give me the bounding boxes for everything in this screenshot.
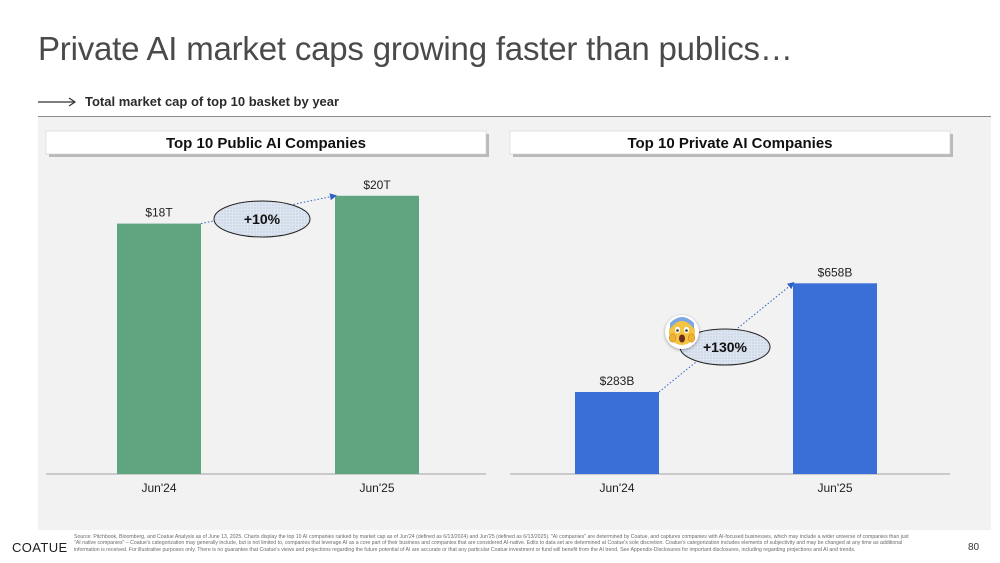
- chart-title: Top 10 Public AI Companies: [166, 135, 366, 152]
- subtitle-row: Total market cap of top 10 basket by yea…: [38, 93, 988, 113]
- growth-connector: [658, 282, 795, 393]
- category-label: Jun'25: [360, 481, 395, 495]
- bar-jun25: [335, 195, 419, 474]
- growth-label: +130%: [703, 339, 748, 355]
- data-label: $18T: [145, 206, 173, 220]
- bar-jun24: [117, 223, 201, 474]
- subtitle-rule: [38, 116, 991, 117]
- data-label: $283B: [600, 374, 635, 388]
- slide-title: Private AI market caps growing faster th…: [38, 30, 793, 67]
- charts-canvas: Top 10 Public AI Companies $18T Jun'24 $20T…: [45, 130, 953, 495]
- growth-bubble: [213, 200, 311, 238]
- coatue-logo: COATUE: [12, 540, 68, 555]
- category-label: Jun'25: [818, 481, 853, 495]
- chart-title-box: [509, 130, 951, 155]
- slide-subtitle: Total market cap of top 10 basket by yea…: [85, 94, 340, 109]
- chart-title-box: [45, 130, 487, 155]
- chart-panel-area: Top 10 Public AI Companies $18T Jun'24 $20T…: [38, 117, 991, 530]
- data-label: $658B: [818, 265, 853, 279]
- growth-label: +10%: [244, 211, 281, 227]
- category-label: Jun'24: [142, 481, 177, 495]
- data-label: $20T: [363, 178, 391, 192]
- right-arrow-icon: [38, 97, 77, 107]
- chart-title: Top 10 Private AI Companies: [627, 135, 832, 152]
- page-number: 80: [968, 542, 980, 553]
- bar-jun25: [793, 283, 877, 474]
- chart-public: Top 10 Public AI Companies $18T Jun'24 $20T…: [45, 130, 489, 495]
- bar-jun24: [575, 391, 659, 474]
- source-footnote: Source: Pitchbook, Bloomberg, and Coatue…: [74, 534, 909, 553]
- chart-private: Top 10 Private AI Companies $283B Jun'24 $6…: [509, 130, 953, 495]
- scream-emoji-icon: [665, 315, 699, 349]
- category-label: Jun'24: [600, 481, 635, 495]
